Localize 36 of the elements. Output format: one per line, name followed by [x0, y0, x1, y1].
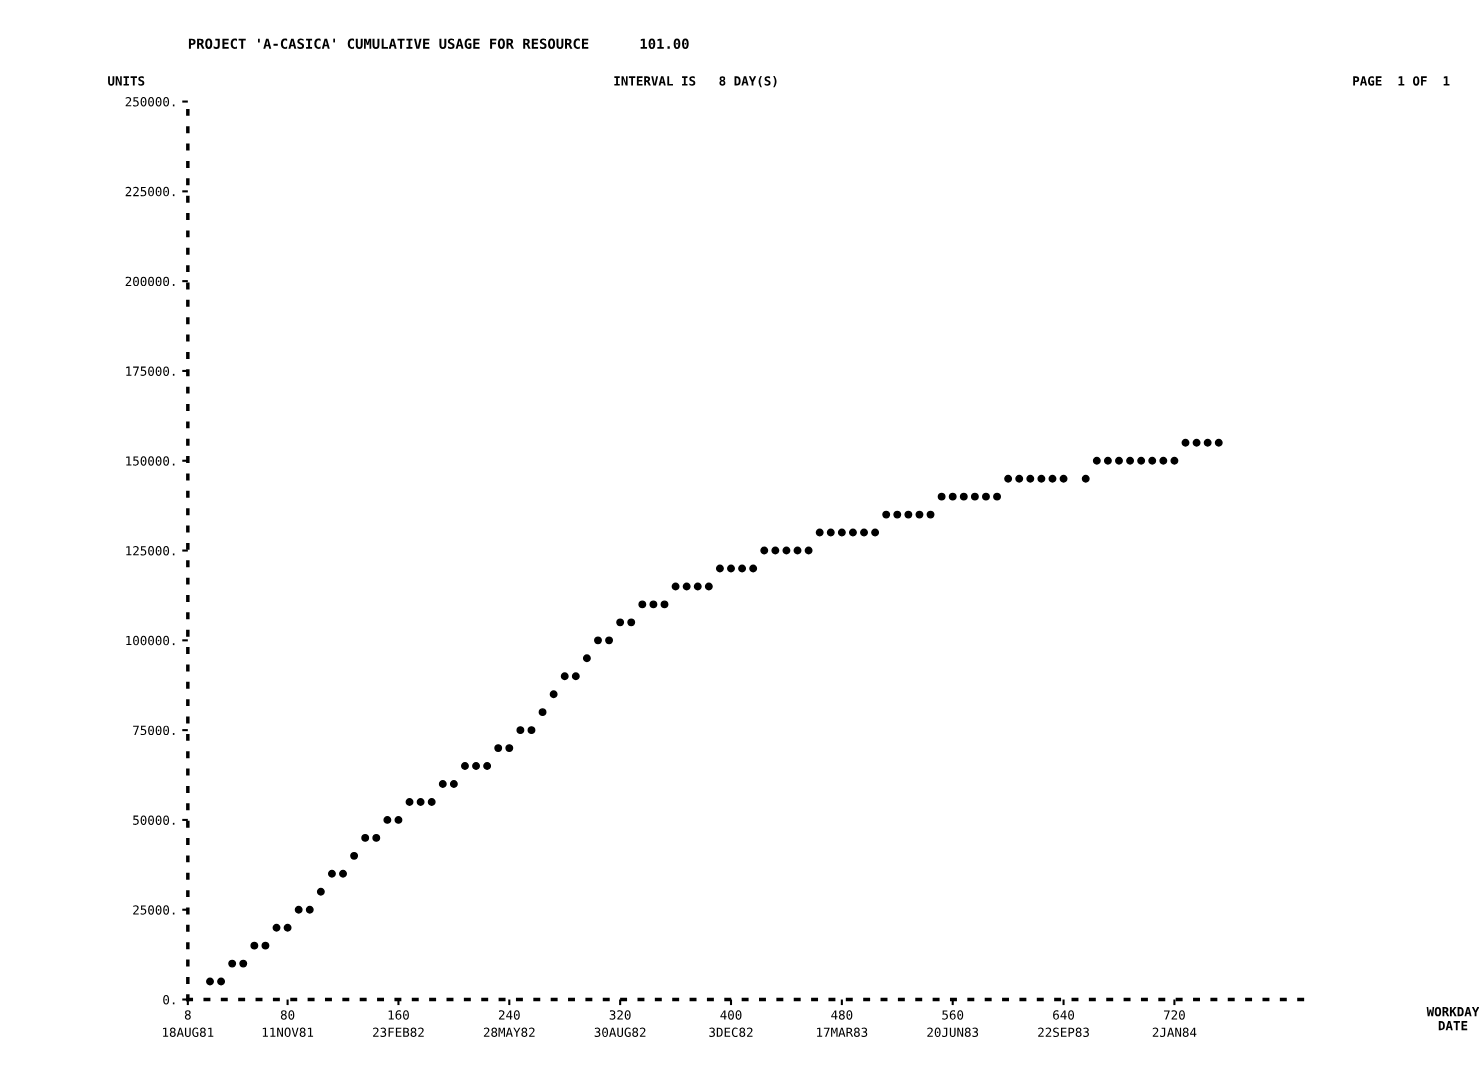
x-tick-label: 320	[609, 1010, 631, 1020]
y-tick-label: 250000.	[125, 97, 175, 107]
text: 23FEB82	[373, 1027, 424, 1038]
x-tick-label: 640	[1053, 1010, 1075, 1020]
text: 11NOV81	[262, 1027, 314, 1038]
text: PAGE 1 OF 1	[1353, 76, 1450, 86]
text: 30AUG82	[594, 1027, 646, 1038]
text: 28MAY82	[483, 1027, 535, 1038]
y-tick-label: 175000.	[126, 366, 175, 376]
x-tick-label: 80	[280, 1010, 295, 1020]
y-tick-label: 200000.	[125, 276, 175, 287]
x-tick-label: 560	[942, 1010, 964, 1020]
y-tick-label: 25000.	[133, 905, 175, 915]
y-tick-label: 125000.	[126, 546, 175, 556]
text: INTERVAL IS 8 DAY(S)	[614, 76, 777, 88]
text: 17MAR83	[817, 1027, 868, 1038]
y-tick-label: 0.	[163, 995, 175, 1005]
text: 3DEC82	[709, 1027, 753, 1038]
x-tick-label: 400	[720, 1010, 742, 1020]
chart-title: PROJECT 'A-CASICA' CUMULATIVE USAGE FOR RESOURCE 101.00	[188, 38, 689, 49]
x-tick-label: 240	[498, 1010, 520, 1020]
x-tick-label: 8	[184, 1010, 191, 1020]
y-tick-label: 150000.	[126, 456, 175, 466]
y-tick-label: 100000.	[126, 635, 175, 646]
text: 20JUN83	[927, 1027, 979, 1038]
y-axis-title: UNITS	[108, 76, 145, 86]
x-tick-label: 480	[831, 1010, 853, 1020]
y-tick-label: 50000.	[133, 815, 175, 825]
y-tick-label: 225000.	[125, 186, 175, 197]
text: 22SEP83	[1038, 1027, 1089, 1038]
y-tick-label: 75000.	[133, 725, 175, 736]
text: WORKDAY DATE	[1426, 1006, 1479, 1031]
x-tick-label: 160	[388, 1010, 409, 1020]
text: 2JAN84	[1152, 1027, 1197, 1038]
x-tick-label: 720	[1163, 1010, 1185, 1020]
text: 18AUG81	[163, 1027, 214, 1038]
